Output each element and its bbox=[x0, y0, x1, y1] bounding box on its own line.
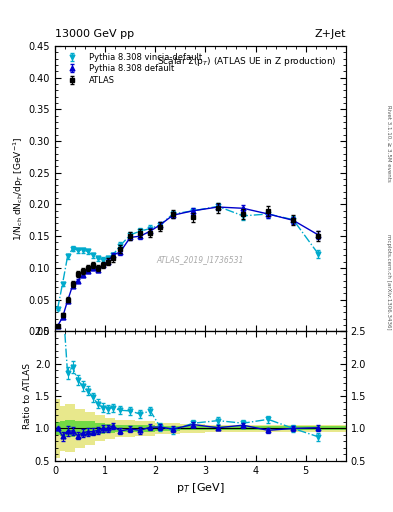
Legend: Pythia 8.308 vincia-default, Pythia 8.308 default, ATLAS: Pythia 8.308 vincia-default, Pythia 8.30… bbox=[59, 50, 205, 87]
Text: mcplots.cern.ch [arXiv:1306.3436]: mcplots.cern.ch [arXiv:1306.3436] bbox=[386, 234, 391, 329]
X-axis label: p$_T$ [GeV]: p$_T$ [GeV] bbox=[176, 481, 225, 495]
Text: Rivet 3.1.10, ≥ 3.5M events: Rivet 3.1.10, ≥ 3.5M events bbox=[386, 105, 391, 182]
Y-axis label: 1/N$_{\rm ch}$ dN$_{\rm ch}$/dp$_T$ [GeV$^{-1}$]: 1/N$_{\rm ch}$ dN$_{\rm ch}$/dp$_T$ [GeV… bbox=[11, 136, 26, 241]
Text: 13000 GeV pp: 13000 GeV pp bbox=[55, 29, 134, 39]
Text: ATLAS_2019_I1736531: ATLAS_2019_I1736531 bbox=[157, 255, 244, 264]
Text: Scalar $\Sigma$(p$_T$) (ATLAS UE in Z production): Scalar $\Sigma$(p$_T$) (ATLAS UE in Z pr… bbox=[158, 55, 337, 68]
Y-axis label: Ratio to ATLAS: Ratio to ATLAS bbox=[23, 363, 32, 429]
Text: Z+Jet: Z+Jet bbox=[314, 29, 346, 39]
